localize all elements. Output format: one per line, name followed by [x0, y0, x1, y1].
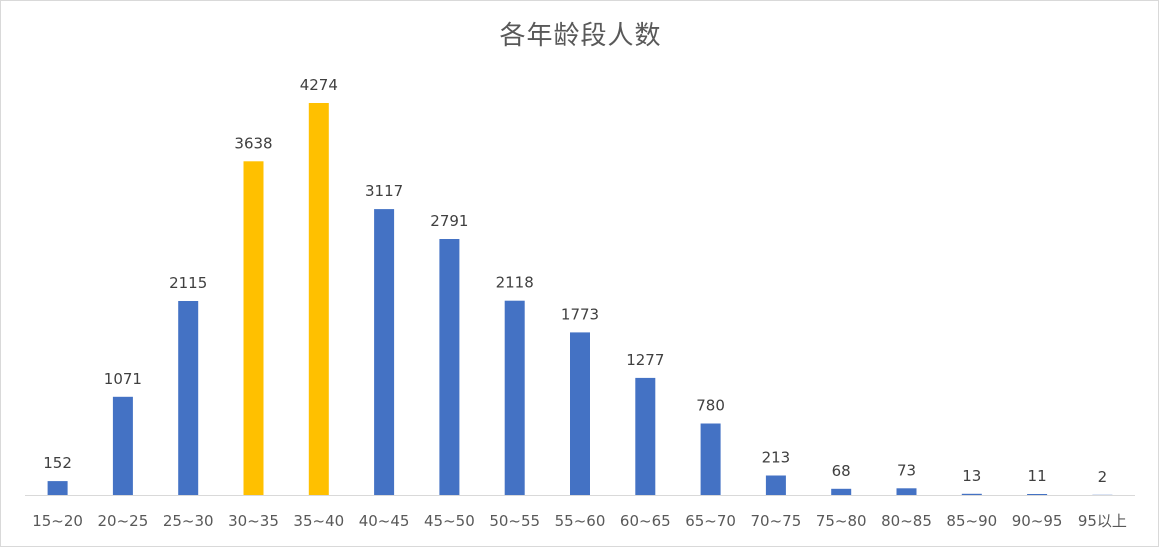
x-tick-label-11: 70~75	[751, 512, 802, 530]
data-label-7: 2118	[496, 274, 534, 292]
data-label-10: 780	[696, 397, 725, 415]
x-tick-label-14: 85~90	[946, 512, 997, 530]
data-label-13: 73	[897, 461, 916, 479]
x-tick-label-12: 75~80	[816, 512, 867, 530]
bar-8	[570, 332, 590, 495]
x-tick-label-8: 55~60	[555, 512, 606, 530]
data-label-14: 13	[962, 467, 981, 485]
x-tick-label-1: 20~25	[98, 512, 149, 530]
data-label-5: 3117	[365, 182, 403, 200]
bar-5	[374, 209, 394, 495]
data-label-3: 3638	[234, 134, 272, 152]
bar-15	[1027, 494, 1047, 495]
data-label-6: 2791	[430, 212, 468, 230]
data-label-4: 4274	[300, 76, 338, 94]
x-tick-label-3: 30~35	[228, 512, 279, 530]
bar-13	[897, 488, 917, 495]
bar-1	[113, 397, 133, 495]
x-tick-label-10: 65~70	[685, 512, 736, 530]
data-label-15: 11	[1028, 467, 1047, 485]
bar-3	[244, 161, 264, 495]
x-tick-label-5: 40~45	[359, 512, 410, 530]
x-tick-label-15: 90~95	[1012, 512, 1063, 530]
data-label-9: 1277	[626, 351, 664, 369]
bars-group	[48, 103, 1113, 495]
bar-10	[701, 424, 721, 496]
bar-2	[178, 301, 198, 495]
data-label-12: 68	[832, 462, 851, 480]
data-label-8: 1773	[561, 305, 599, 323]
bar-6	[439, 239, 459, 495]
bar-7	[505, 301, 525, 495]
x-tick-label-4: 35~40	[293, 512, 344, 530]
x-tick-label-6: 45~50	[424, 512, 475, 530]
bar-0	[48, 481, 68, 495]
bar-12	[831, 489, 851, 495]
bar-9	[635, 378, 655, 495]
x-tick-labels-group: 15~20 20~25 25~30 30~35 35~40 40~45 45~50 50~55…	[32, 512, 1127, 530]
bar-14	[962, 494, 982, 495]
data-label-0: 152	[43, 454, 72, 472]
x-tick-label-16: 95以上	[1078, 512, 1127, 530]
x-tick-label-13: 80~85	[881, 512, 932, 530]
data-label-16: 2	[1098, 468, 1108, 486]
bar-4	[309, 103, 329, 495]
x-tick-label-9: 60~65	[620, 512, 671, 530]
bar-11	[766, 476, 786, 496]
x-tick-label-7: 50~55	[489, 512, 540, 530]
data-label-11: 213	[762, 449, 791, 467]
x-tick-label-2: 25~30	[163, 512, 214, 530]
x-tick-label-0: 15~20	[32, 512, 83, 530]
data-label-1: 1071	[104, 370, 142, 388]
data-label-2: 2115	[169, 274, 207, 292]
